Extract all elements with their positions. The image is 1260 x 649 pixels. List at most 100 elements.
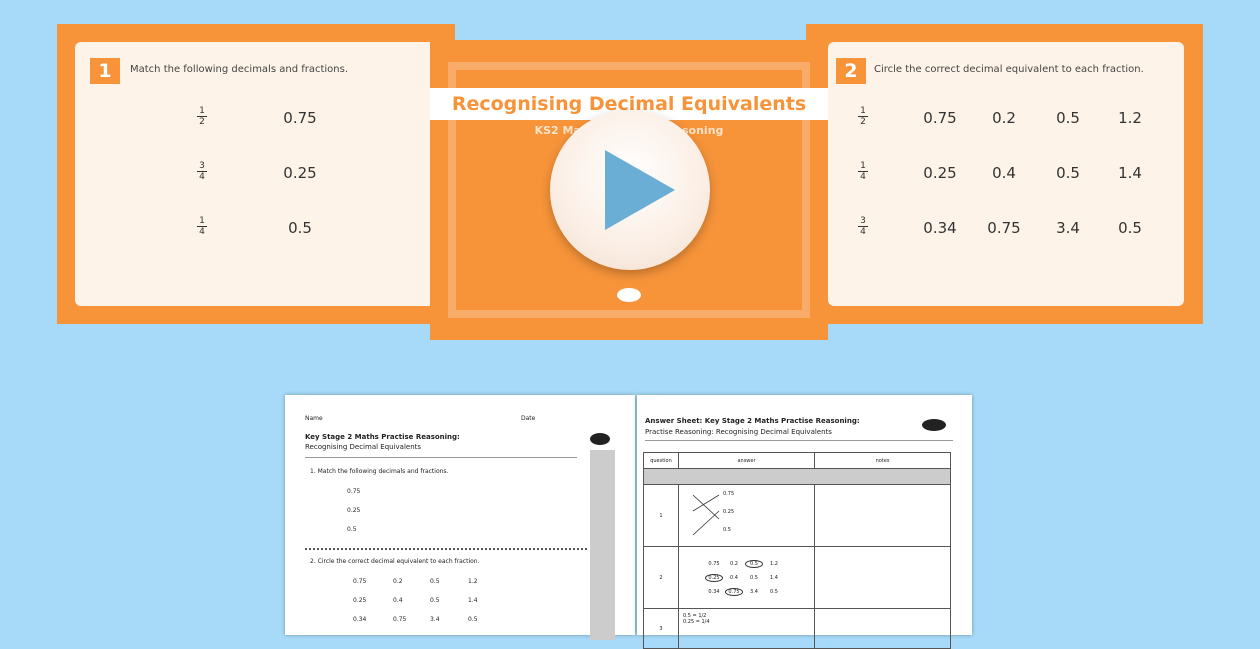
fraction-bar [197,226,207,227]
date-label: Date [521,415,536,422]
row-1-question: 1 [643,484,679,547]
question-1-text: 1. Match the following decimals and frac… [310,468,449,475]
matching-lines [692,494,720,536]
decimal-option: 3.4 [1056,219,1080,237]
decimal-option: 0.5 [1056,164,1080,182]
decimal-option: 1.4 [770,574,778,581]
slide-panel: 1 Match the following decimals and fract… [75,42,435,306]
decimal-option: 0.34 [708,588,720,595]
header-notes: notes [814,452,951,469]
answer-row: 0.75 0.2 0.5 1.2 [705,559,814,568]
row-2-notes [814,546,951,609]
worksheet-subtitle: Recognising Decimal Equivalents [305,443,422,451]
logo-icon [590,433,610,445]
numerator: 1 [860,106,866,116]
fraction-bar [858,171,868,172]
question-text: Match the following decimals and fractio… [130,64,349,75]
decimal-option: 0.75 [708,560,720,567]
answer-line: 0.25 = 1/4 [683,619,710,625]
row-3-answer: 0.5 = 1/2 0.25 = 1/4 [678,608,815,649]
row-1-notes [814,484,951,547]
row-3-notes [814,608,951,649]
decimal-value: 0.75 [347,488,361,495]
decimal-option: 0.2 [393,578,403,585]
divider [645,440,953,441]
fraction-bar [858,226,868,227]
logo-icon [617,288,641,302]
numerator: 1 [860,161,866,171]
decimal-value: 0.75 [283,109,317,127]
answer-sheet-subtitle: Practise Reasoning: Recognising Decimal … [645,428,832,436]
row-1-answer: 0.75 0.25 0.5 [678,484,815,547]
decimal-option: 0.4 [992,164,1016,182]
side-bar [590,450,615,640]
decimal-option: 0.75 [987,219,1021,237]
row-3-question: 3 [643,608,679,649]
decimal-option: 0.5 [468,616,478,623]
fraction-bar [858,116,868,117]
question-text: Circle the correct decimal equivalent to… [874,64,1144,75]
decimal-value: 0.75 [723,491,735,497]
decimal-option: 0.4 [393,597,403,604]
fraction-bar [197,171,207,172]
section-row [643,468,951,485]
decimal-option: 1.4 [1118,164,1142,182]
decimal-option: 0.25 [353,597,367,604]
slide-frame [448,62,810,318]
decimal-option: 0.5 [750,574,758,581]
slide-2-preview: 2 Circle the correct decimal equivalent … [806,24,1203,324]
circled-answer: 0.25 [705,573,723,582]
decimal-option: 0.34 [353,616,367,623]
decimal-option: 1.2 [468,578,478,585]
denominator: 2 [860,117,866,127]
decimal-option: 0.2 [730,560,738,567]
decimal-option: 1.4 [468,597,478,604]
decimal-option: 1.2 [1118,109,1142,127]
worksheet-page: Name Date Key Stage 2 Maths Practise Rea… [285,395,635,640]
denominator: 2 [199,117,205,127]
decimal-option: 0.75 [923,109,957,127]
decimal-option: 0.5 [430,597,440,604]
slide-panel: 2 Circle the correct decimal equivalent … [828,42,1184,306]
decimal-option: 0.5 [1056,109,1080,127]
decimal-value: 0.5 [723,527,731,533]
decimal-option: 0.5 [430,578,440,585]
question-2-text: 2. Circle the correct decimal equivalent… [310,558,480,565]
decimal-option: 0.4 [730,574,738,581]
dotted-divider [305,548,587,550]
answer-row: 0.34 0.75 3.4 0.5 [705,587,814,596]
decimal-option: 0.75 [353,578,367,585]
logo-icon [922,419,946,431]
question-number: 1 [90,58,120,84]
answer-line: 0.5 = 1/2 [683,613,707,619]
numerator: 1 [199,216,205,226]
answer-table: question answer notes 1 0.75 0.25 0.5 2 0.75 0.… [643,452,951,649]
decimal-option: 0.75 [393,616,407,623]
denominator: 4 [199,227,205,237]
name-label: Name [305,415,323,422]
numerator: 1 [199,106,205,116]
numerator: 3 [860,216,866,226]
fraction-bar [197,116,207,117]
question-number: 2 [836,58,866,84]
answer-sheet-page: Answer Sheet: Key Stage 2 Maths Practise… [637,395,972,649]
answer-row: 0.25 0.4 0.5 1.4 [705,573,814,582]
denominator: 4 [860,227,866,237]
play-button[interactable] [550,110,710,270]
row-2-answer: 0.75 0.2 0.5 1.2 0.25 0.4 0.5 1.4 0.34 0.75 3.4 0.5 [678,546,815,609]
decimal-value: 0.25 [283,164,317,182]
circled-answer: 0.5 [745,559,763,568]
decimal-option: 0.34 [923,219,957,237]
decimal-option: 1.2 [770,560,778,567]
decimal-option: 3.4 [430,616,440,623]
worksheet-title: Key Stage 2 Maths Practise Reasoning: [305,433,460,441]
row-2-question: 2 [643,546,679,609]
decimal-value: 0.25 [723,509,735,515]
decimal-option: 0.5 [770,588,778,595]
play-icon [605,150,675,230]
numerator: 3 [199,161,205,171]
